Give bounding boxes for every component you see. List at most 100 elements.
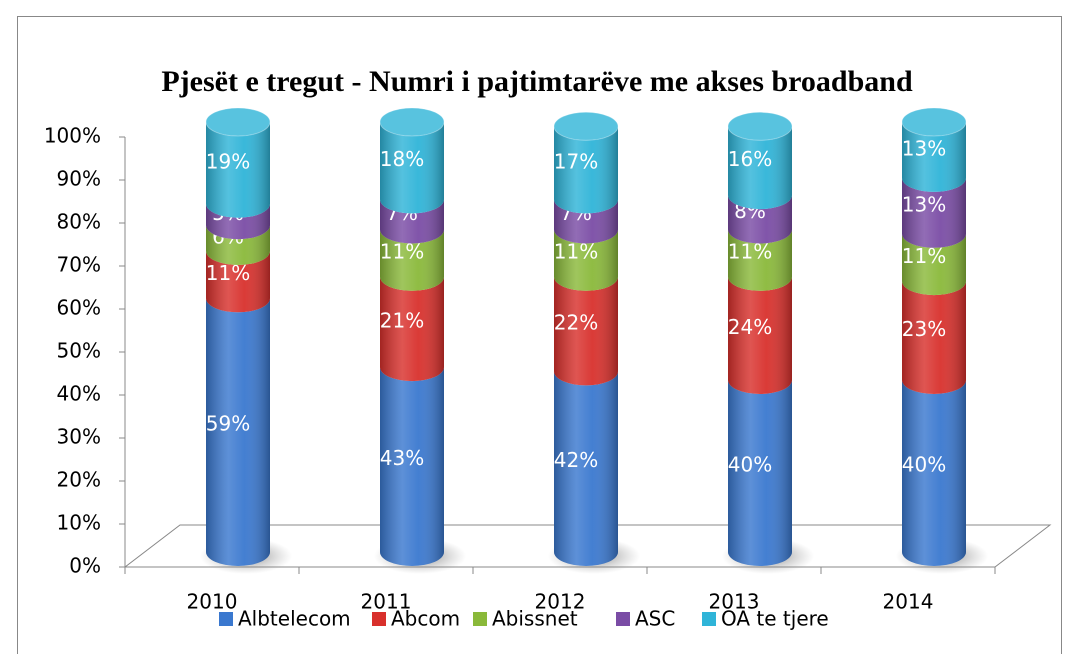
- y-tick-label: 70%: [57, 253, 101, 277]
- data-label: 59%: [206, 412, 250, 436]
- bar-top-light: [902, 108, 966, 136]
- data-label: 11%: [554, 240, 598, 264]
- bar-top: [901, 107, 967, 137]
- bar-top: [553, 111, 619, 141]
- y-tick-label: 10%: [57, 511, 101, 535]
- bar-segment: [902, 177, 966, 248]
- legend-label: OA te tjere: [721, 607, 829, 631]
- legend-swatch: [616, 612, 630, 626]
- data-label: 17%: [554, 149, 598, 173]
- legend-swatch: [702, 612, 716, 626]
- bar-segment: [380, 199, 444, 244]
- legend-label: ASC: [635, 607, 675, 631]
- legend-swatch: [219, 612, 233, 626]
- legend-label: Abissnet: [492, 607, 578, 631]
- bar-highlight: [902, 122, 966, 192]
- data-label: 16%: [728, 147, 772, 171]
- y-tick-label: 100%: [44, 124, 101, 148]
- bar-highlight: [206, 203, 270, 240]
- bar-segment: [380, 229, 444, 291]
- x-tick-label: 2013: [709, 590, 760, 614]
- bar-segment: [902, 122, 966, 192]
- bar-segment: [206, 251, 270, 313]
- bar-highlight: [206, 298, 270, 566]
- bar-top-light: [206, 108, 270, 136]
- bar-highlight: [206, 225, 270, 265]
- legend-swatch: [372, 612, 386, 626]
- bar-segment: [380, 367, 444, 566]
- bar-highlight: [554, 229, 618, 291]
- bar-segment: [554, 229, 618, 291]
- y-tick-label: 60%: [57, 296, 101, 320]
- data-label: 21%: [380, 308, 424, 332]
- bar-highlight: [206, 251, 270, 313]
- bar-highlight: [554, 199, 618, 244]
- bar-top: [727, 111, 793, 141]
- data-label: 11%: [380, 240, 424, 264]
- bar-highlight: [902, 233, 966, 296]
- data-label: 22%: [554, 311, 598, 335]
- bar-top-light: [554, 112, 618, 141]
- bar-top: [205, 107, 271, 137]
- bar-highlight: [728, 380, 792, 566]
- bar-segment: [728, 126, 792, 210]
- bar-segment: [380, 122, 444, 214]
- bar-highlight: [554, 371, 618, 566]
- bar-highlight: [728, 276, 792, 394]
- data-label: 13%: [902, 136, 946, 160]
- y-tick-label: 20%: [57, 468, 101, 492]
- y-tick-label: 30%: [57, 425, 101, 449]
- bar-highlight: [380, 229, 444, 291]
- bar-highlight: [554, 276, 618, 386]
- data-label: 23%: [902, 317, 946, 341]
- bar-segment: [554, 199, 618, 244]
- data-label: 40%: [728, 453, 772, 477]
- data-label: 11%: [902, 244, 946, 268]
- data-label: 19%: [206, 149, 250, 173]
- bar-segment: [902, 281, 966, 394]
- y-tick-label: 40%: [57, 382, 101, 406]
- data-label: 43%: [380, 446, 424, 470]
- data-label: 24%: [728, 315, 772, 339]
- legend-swatch: [473, 612, 487, 626]
- legend-label: Albtelecom: [238, 607, 351, 631]
- bar-segment: [554, 371, 618, 566]
- bar-highlight: [728, 126, 792, 210]
- bar-segment: [728, 380, 792, 566]
- bar-highlight: [902, 177, 966, 248]
- bar-highlight: [380, 276, 444, 382]
- bar-segment: [902, 380, 966, 566]
- bar-top-light: [728, 112, 792, 141]
- bar-highlight: [902, 281, 966, 394]
- bar-segment: [728, 229, 792, 291]
- legend-label: Abcom: [391, 607, 460, 631]
- bar-highlight: [380, 199, 444, 244]
- bar-segment: [206, 298, 270, 566]
- bar-highlight: [380, 367, 444, 566]
- bar-segment: [728, 195, 792, 244]
- data-label: 11%: [206, 261, 250, 285]
- y-tick-label: 80%: [57, 210, 101, 234]
- y-tick-label: 50%: [57, 339, 101, 363]
- chart-title: Pjesët e tregut - Numri i pajtimtarëve m…: [161, 65, 913, 98]
- x-tick-label: 2010: [187, 590, 238, 614]
- x-tick-label: 2012: [535, 590, 586, 614]
- y-tick-label: 0%: [69, 554, 101, 578]
- x-tick-label: 2011: [361, 590, 412, 614]
- bar-segment: [728, 276, 792, 394]
- bar-segment: [380, 276, 444, 382]
- bar-segment: [554, 126, 618, 214]
- data-label: 18%: [380, 147, 424, 171]
- bar-top: [379, 107, 445, 137]
- y-tick-label: 90%: [57, 167, 101, 191]
- bar-highlight: [728, 195, 792, 244]
- data-label: 13%: [902, 192, 946, 216]
- data-label: 42%: [554, 448, 598, 472]
- bar-highlight: [206, 122, 270, 218]
- bar-highlight: [554, 126, 618, 214]
- bar-segment: [206, 122, 270, 218]
- data-label: 11%: [728, 240, 772, 264]
- bar-segment: [902, 233, 966, 296]
- bar-highlight: [728, 229, 792, 291]
